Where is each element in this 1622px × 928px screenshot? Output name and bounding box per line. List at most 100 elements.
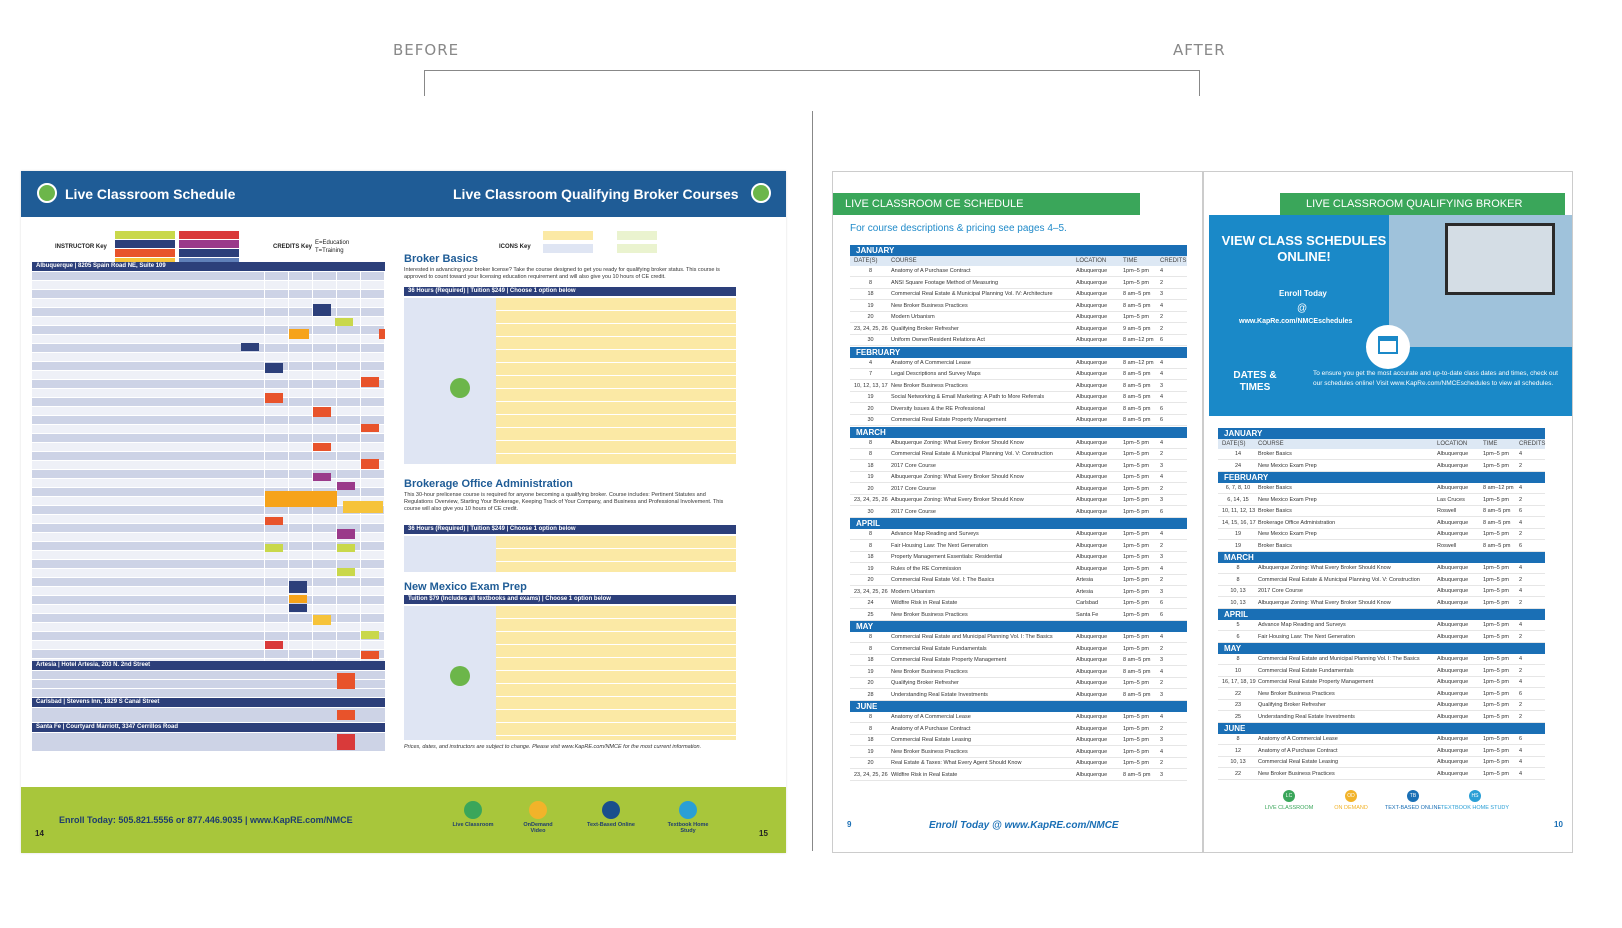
schedule-row[interactable]: 8 Albuquerque Zoning: What Every Broker S… [850,438,1187,449]
schedule-row[interactable]: 20 Diversity Issues & the RE Professional… [850,404,1187,415]
schedule-row[interactable]: 20 2017 Core Course Albuquerque 1pm–5 pm 2 [850,484,1187,495]
schedule-row[interactable]: 8 Commercial Real Estate and Municipal Pl… [850,632,1187,643]
before-header-bar: Live Classroom Schedule Live Classroom Q… [21,171,786,217]
row-location: Albuquerque [1437,462,1469,469]
schedule-row[interactable]: 8 ANSI Square Footage Method of Measuring… [850,278,1187,289]
schedule-row[interactable]: 19 Rules of the RE Commission Albuquerque 1… [850,564,1187,575]
legend-label: LIVE CLASSROOM [1264,805,1314,811]
schedule-row[interactable]: 6 Fair Housing Law: The Next Generation Al… [1218,632,1545,643]
row-dates: 28 [867,691,874,698]
row-location: Las Cruces [1437,496,1465,503]
schedule-row[interactable]: 8 Advance Map Reading and Surveys Albuquer… [850,529,1187,540]
schedule-row[interactable]: 8 Commercial Real Estate & Municipal Plan… [850,449,1187,460]
schedule-row[interactable]: 14 Broker Basics Albuquerque 1pm–5 pm 4 [1218,449,1545,460]
schedule-row[interactable]: 23, 24, 25, 26 Modern Urbanism Artesia 1pm–… [850,587,1187,598]
schedule-row[interactable]: 30 2017 Core Course Albuquerque 1pm–5 pm 6 [850,507,1187,518]
month-marker [361,459,379,469]
schedule-row[interactable]: 4 Anatomy of A Commercial Lease Albuquerqu… [850,358,1187,369]
schedule-row[interactable]: 10, 13 2017 Core Course Albuquerque 1pm–5 p… [1218,586,1545,597]
schedule-row[interactable]: 24 Wildfire Risk in Real Estate Carlsbad 1p… [850,598,1187,609]
schedule-grid-carlsbad [32,708,385,722]
month-marker [289,604,307,612]
schedule-row[interactable]: 20 Qualifying Broker Refresher Albuquerque… [850,678,1187,689]
row-time: 1pm–5 pm [1123,725,1149,732]
row-time: 1pm–5 pm [1123,645,1149,652]
row-dates: 19 [1234,531,1242,537]
schedule-row[interactable]: 6, 7, 8, 10 Broker Basics Albuquerque 8 am–… [1218,483,1545,494]
schedule-row[interactable]: 19 Broker Basics Roswell 8 am–5 pm 6 [1218,541,1545,552]
schedule-row[interactable]: 10 Commercial Real Estate Fundamentals Alb… [1218,666,1545,677]
schedule-row[interactable]: 8 Anatomy of A Purchase Contract Albuquerq… [850,724,1187,735]
schedule-row[interactable]: 12 Anatomy of A Purchase Contract Albuquer… [1218,746,1545,757]
legend-ondemand-video: OnDemand Video [516,801,560,834]
schedule-row[interactable]: 8 Fair Housing Law: The Next Generation Al… [850,541,1187,552]
schedule-row[interactable]: 10, 12, 13, 17 New Broker Business Practi… [850,381,1187,392]
schedule-row[interactable]: 10, 11, 12, 13 Broker Basics Roswell 8 am–5… [1218,506,1545,517]
schedule-row[interactable]: 22 New Broker Business Practices Albuquerq… [1218,689,1545,700]
promo-title: VIEW CLASS SCHEDULES ONLINE! [1221,233,1387,264]
schedule-row[interactable]: 23, 24, 25, 26 Wildfire Risk in Real Esta… [850,770,1187,781]
schedule-row[interactable]: 23 Qualifying Broker Refresher Albuquerque… [1218,700,1545,711]
legend-item: LC LIVE CLASSROOM [1254,790,1324,811]
row-course: Commercial Real Estate Fundamentals [1258,667,1354,674]
row-course: Uniform Owner/Resident Relations Act [891,337,985,343]
row-dates: 10, 13 [1230,759,1246,765]
schedule-row[interactable]: 25 New Broker Business Practices Santa Fe 1… [850,610,1187,621]
schedule-row[interactable]: 6, 14, 15 New Mexico Exam Prep Las Cruces 1… [1218,495,1545,506]
schedule-row[interactable]: 10, 13 Commercial Real Estate Leasing Albu… [1218,757,1545,768]
schedule-row[interactable]: 8 Commercial Real Estate Fundamentals Albu… [850,644,1187,655]
schedule-row[interactable]: 18 2017 Core Course Albuquerque 1pm–5 pm 3 [850,461,1187,472]
promo-at: @ [1297,303,1308,314]
instructor-key-label: INSTRUCTOR Key [55,244,107,250]
schedule-row[interactable]: 8 Anatomy of A Purchase Contract Albuquerq… [850,266,1187,277]
schedule-row[interactable]: 19 New Broker Business Practices Albuquerq… [850,301,1187,312]
schedule-row[interactable]: 8 Commercial Real Estate and Municipal Pl… [1218,654,1545,665]
schedule-row[interactable]: 23, 24, 25, 26 Albuquerque Zoning: What E… [850,495,1187,506]
schedule-row[interactable]: 14, 15, 16, 17 Brokerage Office Administr… [1218,518,1545,529]
row-credits: 2 [1519,531,1523,537]
schedule-row[interactable]: 18 Property Management Essentials: Reside… [850,552,1187,563]
row-course: New Broker Business Practices [891,748,968,755]
row-time: 1pm–5 pm [1483,702,1509,708]
schedule-row[interactable]: 8 Anatomy of A Commercial Lease Albuquerqu… [850,712,1187,723]
schedule-row[interactable]: 5 Advance Map Reading and Surveys Albuquer… [1218,620,1545,631]
row-credits: 4 [1160,359,1164,366]
schedule-row[interactable]: 19 New Broker Business Practices Albuquerq… [850,747,1187,758]
row-location: Albuquerque [1437,588,1469,594]
row-dates: 16, 17, 18, 19 [1222,679,1256,685]
schedule-row[interactable]: 20 Real Estate & Taxes: What Every Agent … [850,758,1187,769]
schedule-row[interactable]: 23, 24, 25, 26 Qualifying Broker Refreshe… [850,324,1187,335]
schedule-row[interactable]: 18 Commercial Real Estate Leasing Albuquer… [850,735,1187,746]
month-marker [361,377,379,387]
row-time: 1pm–5 pm [1123,554,1149,560]
schedule-row[interactable]: 18 Commercial Real Estate & Municipal Pla… [850,289,1187,300]
row-location: Roswell [1437,508,1457,514]
schedule-row[interactable]: 22 New Broker Business Practices Albuquerq… [1218,769,1545,780]
row-course: Broker Basics [1258,508,1292,514]
row-time: 8 am–12 pm [1483,485,1514,491]
row-credits: 3 [1160,554,1164,560]
schedule-row[interactable]: 25 Understanding Real Estate Investments A… [1218,712,1545,723]
schedule-row[interactable]: 8 Anatomy of A Commercial Lease Albuquerqu… [1218,734,1545,745]
schedule-row[interactable]: 19 New Broker Business Practices Albuquerq… [850,667,1187,678]
row-dates: 25 [1234,713,1242,720]
month-marker [313,443,331,451]
schedule-row[interactable]: 30 Commercial Real Estate Property Manage… [850,415,1187,426]
row-course: New Mexico Exam Prep [1258,531,1317,537]
schedule-row[interactable]: 8 Albuquerque Zoning: What Every Broker S… [1218,563,1545,574]
schedule-row[interactable]: 19 Social Networking & Email Marketing: A… [850,392,1187,403]
schedule-row[interactable]: 30 Uniform Owner/Resident Relations Act Al… [850,335,1187,346]
schedule-row[interactable]: 28 Understanding Real Estate Investments A… [850,690,1187,701]
month-marker [361,424,379,432]
schedule-row[interactable]: 19 New Mexico Exam Prep Albuquerque 1pm–5 p… [1218,529,1545,540]
schedule-row[interactable]: 20 Modern Urbanism Albuquerque 1pm–5 pm 2 [850,312,1187,323]
schedule-row[interactable]: 19 Albuquerque Zoning: What Every Broker … [850,472,1187,483]
schedule-row[interactable]: 10, 13 Albuquerque Zoning: What Every Bro… [1218,598,1545,609]
schedule-row[interactable]: 20 Commercial Real Estate Vol. I: The Bas… [850,575,1187,586]
schedule-row[interactable]: 7 Legal Descriptions and Survey Maps Albuq… [850,369,1187,380]
schedule-row[interactable]: 24 New Mexico Exam Prep Albuquerque 1pm–5 p… [1218,461,1545,472]
schedule-row[interactable]: 18 Commercial Real Estate Property Manage… [850,655,1187,666]
schedule-row[interactable]: 16, 17, 18, 19 Commercial Real Estate Pro… [1218,677,1545,688]
schedule-row[interactable]: 8 Commercial Real Estate & Municipal Plan… [1218,575,1545,586]
month-header: JANUARY [850,245,1187,256]
